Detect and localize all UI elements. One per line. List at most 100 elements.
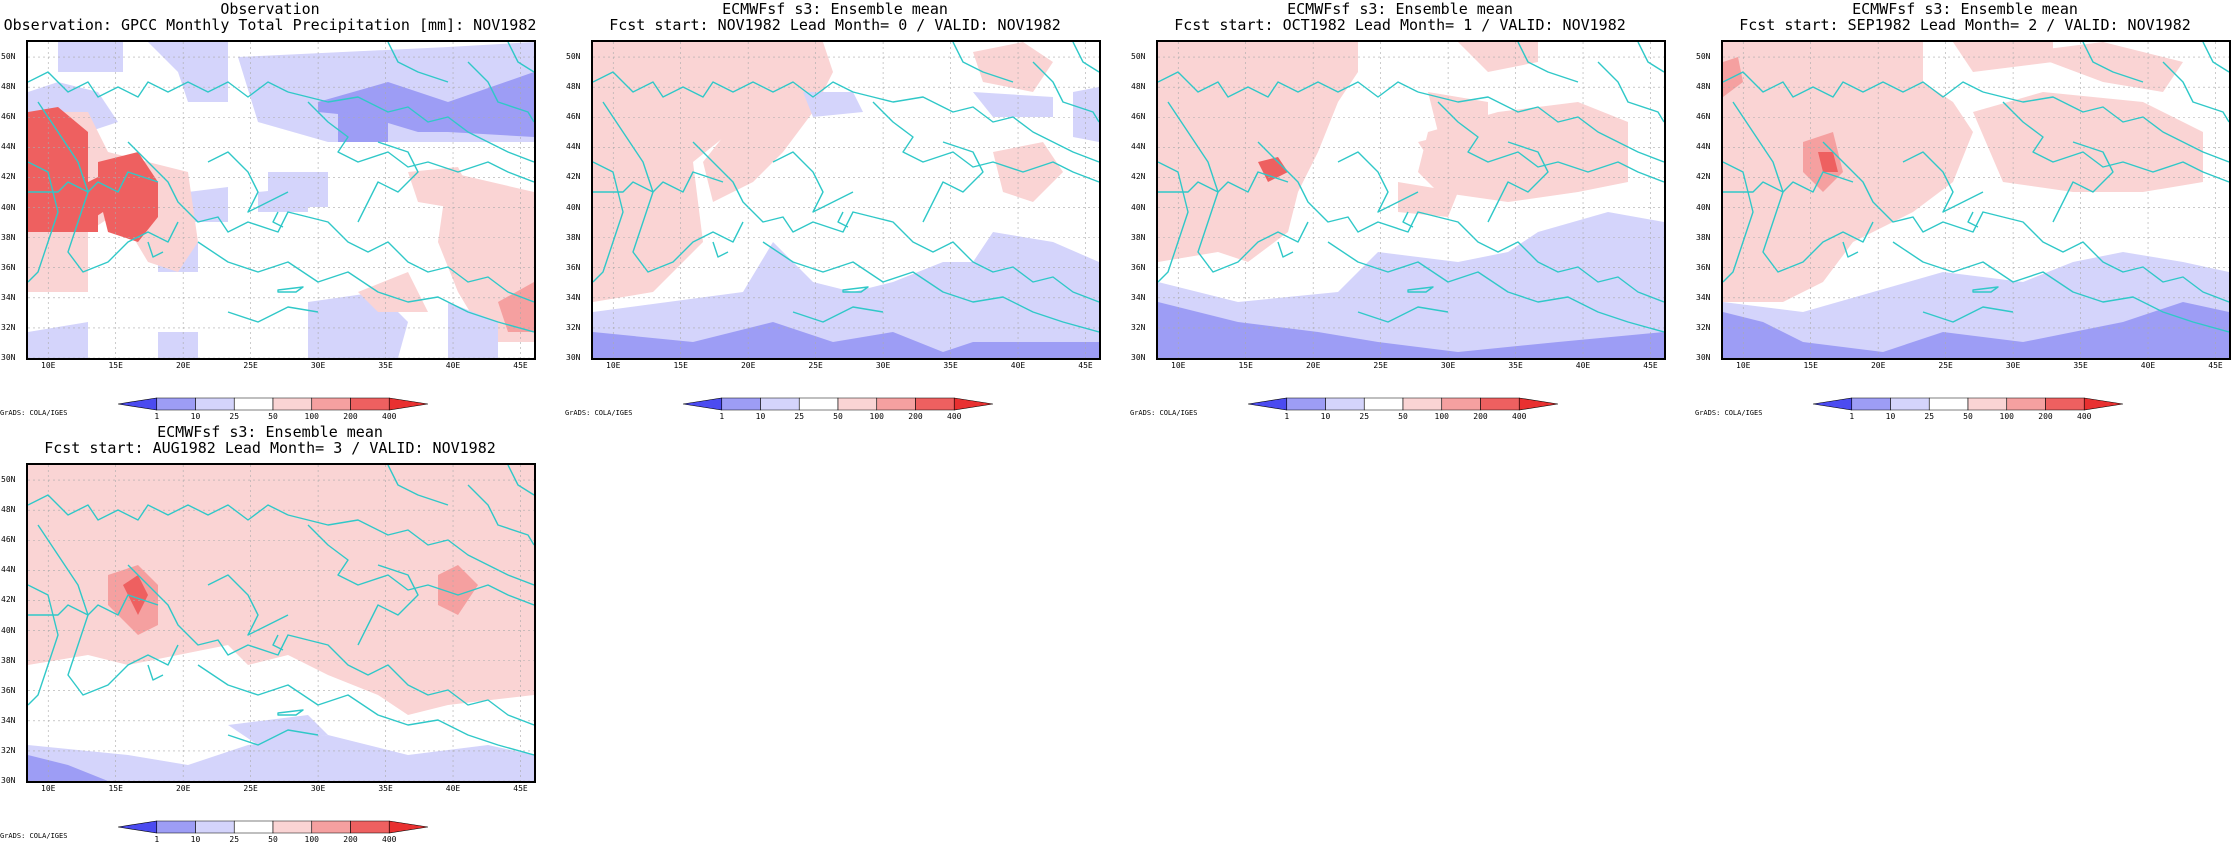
coastline: [2002, 216, 2229, 303]
colorbar-label: 50: [1963, 412, 1973, 421]
coastline: [357, 564, 419, 646]
coastline: [207, 574, 289, 636]
lat-tick-label: 40N: [1696, 202, 1711, 212]
lat-tick-label: 46N: [566, 112, 581, 122]
lon-tick-label: 25E: [243, 784, 258, 793]
precip-region: [438, 565, 478, 615]
lon-tick-label: 40E: [1575, 361, 1591, 370]
coastline: [1337, 151, 1419, 213]
colorbar-swatch: [195, 820, 235, 834]
colorbar-swatch: [156, 820, 196, 834]
lat-tick-label: 38N: [1131, 232, 1146, 242]
colorbar-label: 25: [794, 412, 805, 421]
precip-map: [1158, 42, 1664, 358]
panel-title: ECMWFsf s3: Ensemble mean: [157, 423, 383, 441]
colorbar-label: 10: [1885, 412, 1896, 421]
coastline: [1327, 241, 1664, 333]
precip-region: [158, 332, 198, 358]
coastline: [1158, 161, 1189, 283]
lat-tick-label: 30N: [566, 353, 581, 362]
precip-region: [593, 322, 1099, 358]
lon-tick-label: 40E: [445, 784, 461, 793]
lon-tick-label: 30E: [310, 784, 326, 793]
coastline: [762, 241, 1099, 333]
colorbar-label: 200: [908, 412, 923, 421]
coastline: [197, 241, 534, 333]
coastline: [28, 594, 159, 616]
coastline: [593, 171, 724, 193]
colorbar-swatch: [1851, 397, 1891, 411]
grads-credit: GrADS: COLA/IGES: [0, 832, 68, 840]
lon-tick-label: 30E: [1440, 361, 1456, 370]
precip-region: [973, 42, 1053, 92]
colorbar-swatch: [798, 397, 839, 411]
colorbar-label: 1: [154, 412, 160, 421]
lon-tick-label: 35E: [378, 361, 393, 370]
lat-tick-label: 48N: [1131, 82, 1146, 92]
colorbar-swatch: [2083, 397, 2124, 411]
colorbar-swatch: [1363, 397, 1404, 411]
coastlines: [593, 42, 1099, 333]
coastline: [2162, 61, 2229, 123]
colorbar-swatch: [915, 397, 955, 411]
lon-tick-label: 30E: [310, 361, 326, 370]
colorbar-swatch: [311, 820, 351, 834]
coastline: [792, 306, 884, 323]
coastline: [1637, 42, 1664, 73]
lon-tick-label: 35E: [943, 361, 958, 370]
panel-subtitle: Fcst start: OCT1982 Lead Month= 1 / VALI…: [1174, 16, 1626, 34]
colorbar-swatch: [1247, 397, 1288, 411]
lat-tick-label: 34N: [1131, 292, 1146, 302]
colorbar-label: 100: [869, 412, 884, 421]
colorbar: [1247, 396, 1559, 412]
colorbar: [117, 819, 429, 835]
coastline: [227, 306, 319, 323]
colorbar-label: 200: [343, 412, 358, 421]
colorbar-label: 1: [719, 412, 725, 421]
lat-tick-label: 40N: [566, 202, 581, 212]
coastline: [227, 729, 319, 746]
lon-tick-label: 35E: [1508, 361, 1523, 370]
coastline: [127, 564, 309, 656]
lon-tick-label: 25E: [1938, 361, 1953, 370]
colorbar-swatch: [837, 397, 878, 411]
lat-tick-label: 42N: [1, 595, 16, 605]
lat-tick-label: 42N: [1131, 172, 1146, 182]
precip-region: [993, 142, 1063, 202]
colorbar: [117, 396, 429, 412]
coastline: [842, 286, 869, 293]
lat-tick-label: 50N: [1696, 52, 1711, 62]
lat-tick-label: 40N: [1, 625, 16, 635]
lon-tick-label: 45E: [513, 361, 528, 370]
lat-tick-label: 36N: [1, 262, 16, 272]
coastline: [772, 151, 854, 213]
map-panel-1: ECMWFsf s3: Ensemble mean Fcst start: NOV…: [565, 0, 1105, 421]
coastline: [28, 494, 289, 521]
lon-tick-label: 40E: [1010, 361, 1026, 370]
lon-tick-label: 30E: [2005, 361, 2021, 370]
colorbar-swatch: [1890, 397, 1930, 411]
coastline: [287, 91, 534, 163]
coastline: [872, 216, 1099, 303]
lat-tick-label: 38N: [1696, 232, 1711, 242]
lat-tick-label: 44N: [1, 565, 16, 575]
lat-tick-label: 30N: [1131, 353, 1146, 362]
precip-map: [593, 42, 1099, 358]
precip-region: [1073, 87, 1099, 142]
grads-credit: GrADS: COLA/IGES: [1695, 409, 1763, 417]
precip-region: [703, 42, 833, 202]
lat-tick-label: 38N: [1, 232, 16, 242]
colorbar-label: 10: [190, 412, 201, 421]
coastline: [467, 484, 534, 546]
lat-tick-label: 30N: [1, 353, 16, 362]
lat-tick-label: 46N: [1131, 112, 1146, 122]
coastline: [197, 664, 534, 756]
lat-tick-label: 44N: [1, 142, 16, 152]
colorbar-label: 400: [947, 412, 962, 421]
lat-tick-label: 32N: [1, 745, 16, 755]
precip-region: [28, 192, 98, 232]
colorbar-swatch: [350, 820, 390, 834]
colorbar-swatch: [1812, 397, 1853, 411]
lat-tick-label: 30N: [1, 776, 16, 785]
lat-tick-label: 40N: [1, 202, 16, 212]
